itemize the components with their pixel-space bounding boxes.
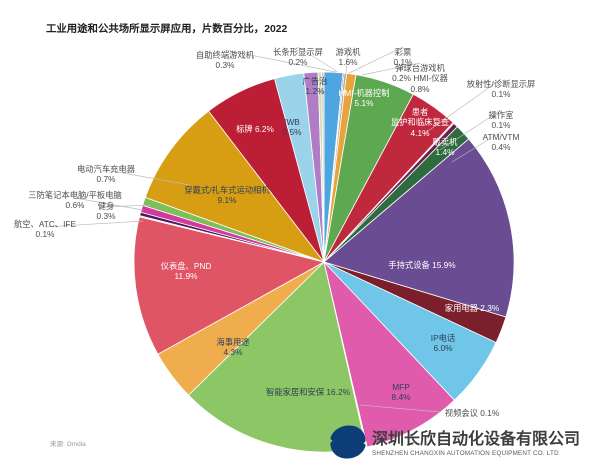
svg-text:SHENZHEN CHANGXIN AUTOMATION E: SHENZHEN CHANGXIN AUTOMATION EQUIPMENT C…: [372, 450, 559, 457]
svg-text:深圳长欣自动化设备有限公司: 深圳长欣自动化设备有限公司: [372, 429, 580, 448]
